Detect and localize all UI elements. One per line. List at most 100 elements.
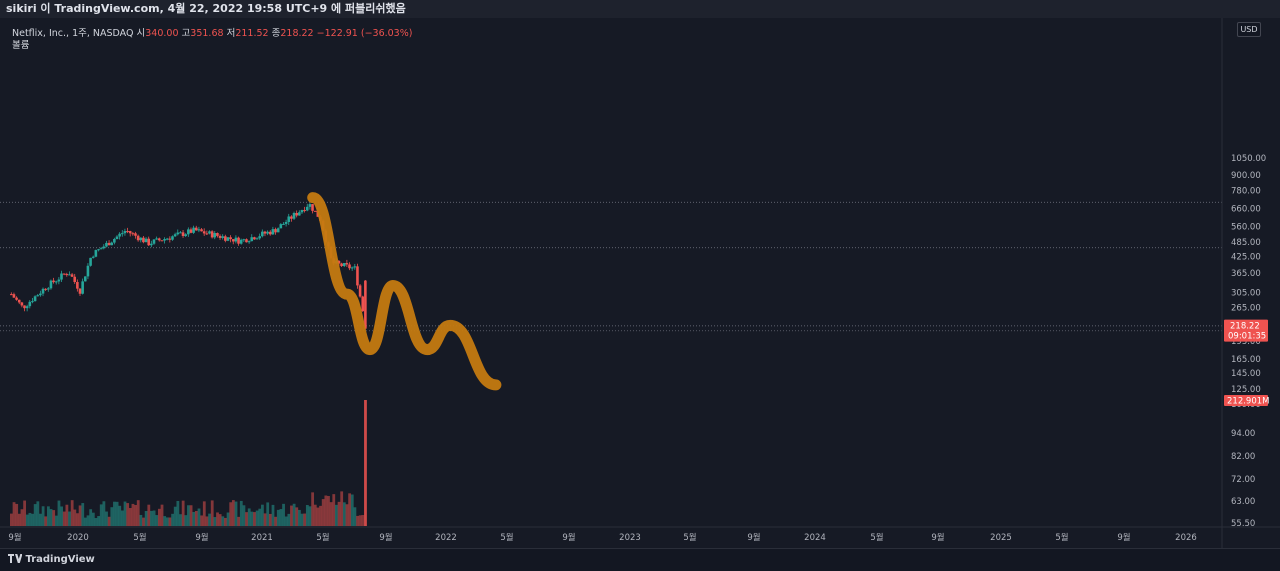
candle-body xyxy=(205,233,209,235)
candle-body xyxy=(221,236,224,238)
candle-body xyxy=(23,305,26,309)
price-chart-svg[interactable]: 55.5063.0072.0082.0094.00109.00125.00145… xyxy=(0,18,1280,548)
volume-bar xyxy=(123,501,127,526)
volume-bar xyxy=(25,514,29,526)
volume-bar xyxy=(356,515,359,526)
volume-bar xyxy=(78,505,82,526)
volume-bar xyxy=(94,517,98,526)
candle-body xyxy=(10,294,13,296)
candle-body xyxy=(107,242,111,246)
volume-bar xyxy=(242,505,246,526)
price-tick-label: 660.00 xyxy=(1231,205,1261,215)
candle-body xyxy=(300,210,304,213)
candle-body xyxy=(361,296,365,312)
candle-body xyxy=(276,228,280,233)
volume-bar xyxy=(250,511,254,526)
volume-bar xyxy=(160,504,164,526)
candle-body xyxy=(284,221,288,224)
price-tick-label: 900.00 xyxy=(1231,171,1261,181)
candle-body xyxy=(197,229,201,231)
volume-bar xyxy=(358,515,362,526)
price-tick-label: 94.00 xyxy=(1231,429,1255,439)
volume-bar xyxy=(163,516,167,526)
candle-body xyxy=(46,288,50,290)
volume-bar xyxy=(44,516,48,526)
volume-bar xyxy=(321,499,325,526)
volume-bar xyxy=(36,501,40,526)
candle-body xyxy=(81,281,84,294)
volume-bar xyxy=(57,500,61,526)
time-tick-label: 2022 xyxy=(435,533,457,543)
volume-bar xyxy=(208,513,211,526)
candle-body xyxy=(123,231,127,234)
candle-body xyxy=(202,231,206,234)
volume-bar xyxy=(348,493,352,526)
candle-body xyxy=(189,229,193,233)
volume-bar xyxy=(15,503,19,526)
volume-bar xyxy=(99,504,103,526)
volume-bar xyxy=(41,506,45,526)
time-tick-label: 5월 xyxy=(683,532,696,543)
time-tick-label: 2026 xyxy=(1175,533,1197,543)
symbol-name: Netflix, Inc., 1주, NASDAQ xyxy=(12,28,134,39)
volume-bar xyxy=(210,500,214,526)
time-tick-label: 9월 xyxy=(747,532,760,543)
volume-bar xyxy=(65,504,69,526)
volume-bar xyxy=(81,503,85,526)
volume-bar xyxy=(221,516,225,526)
volume-bar xyxy=(258,508,262,526)
volume-bar xyxy=(213,517,217,526)
close-label: 종 xyxy=(271,28,281,39)
volume-bar xyxy=(105,511,108,526)
candle-body xyxy=(54,281,58,283)
currency-button[interactable]: USD xyxy=(1237,22,1261,37)
candle-body xyxy=(105,242,108,247)
time-tick-label: 5월 xyxy=(133,532,146,543)
candle-body xyxy=(70,274,74,277)
volume-bar xyxy=(226,512,230,526)
candle-body xyxy=(364,280,367,329)
candle-body xyxy=(194,227,198,231)
volume-bar xyxy=(224,517,227,526)
volume-bar xyxy=(300,513,304,526)
volume-bar xyxy=(229,502,233,526)
volume-bar xyxy=(187,505,190,526)
volume-bar xyxy=(197,508,201,526)
candle-body xyxy=(134,233,137,236)
candle-body xyxy=(41,288,45,294)
candle-body xyxy=(176,232,180,235)
open-value: 340.00 xyxy=(145,28,179,39)
candle-body xyxy=(171,236,174,240)
volume-bar xyxy=(247,508,251,526)
volume-bar xyxy=(337,501,341,526)
candle-body xyxy=(65,274,69,276)
volume-bar xyxy=(282,503,285,526)
candle-body xyxy=(150,243,153,246)
high-label: 고 xyxy=(181,28,191,39)
price-tick-label: 780.00 xyxy=(1231,186,1261,196)
candle-body xyxy=(155,238,158,240)
candle-body xyxy=(298,212,301,216)
candle-body xyxy=(242,239,246,241)
candle-body xyxy=(295,213,298,216)
chart-area[interactable]: 55.5063.0072.0082.0094.00109.00125.00145… xyxy=(0,18,1280,548)
candle-body xyxy=(76,282,79,289)
volume-bar xyxy=(284,516,288,526)
candle-body xyxy=(290,216,293,219)
volume-bar xyxy=(194,510,198,526)
volume-bar xyxy=(245,512,248,526)
candle-body xyxy=(348,264,351,269)
candle-body xyxy=(218,235,222,238)
candle-body xyxy=(245,239,248,243)
volume-bar xyxy=(303,513,307,526)
price-tick-label: 1050.00 xyxy=(1231,154,1266,164)
time-tick-label: 9월 xyxy=(1117,532,1130,543)
candle-body xyxy=(126,231,129,233)
candle-body xyxy=(163,239,166,241)
volume-bar xyxy=(28,512,32,526)
price-tick-label: 560.00 xyxy=(1231,222,1261,232)
candle-body xyxy=(17,299,21,303)
price-tick-label: 265.00 xyxy=(1231,304,1261,314)
candle-body xyxy=(282,223,285,225)
candle-body xyxy=(60,273,63,280)
